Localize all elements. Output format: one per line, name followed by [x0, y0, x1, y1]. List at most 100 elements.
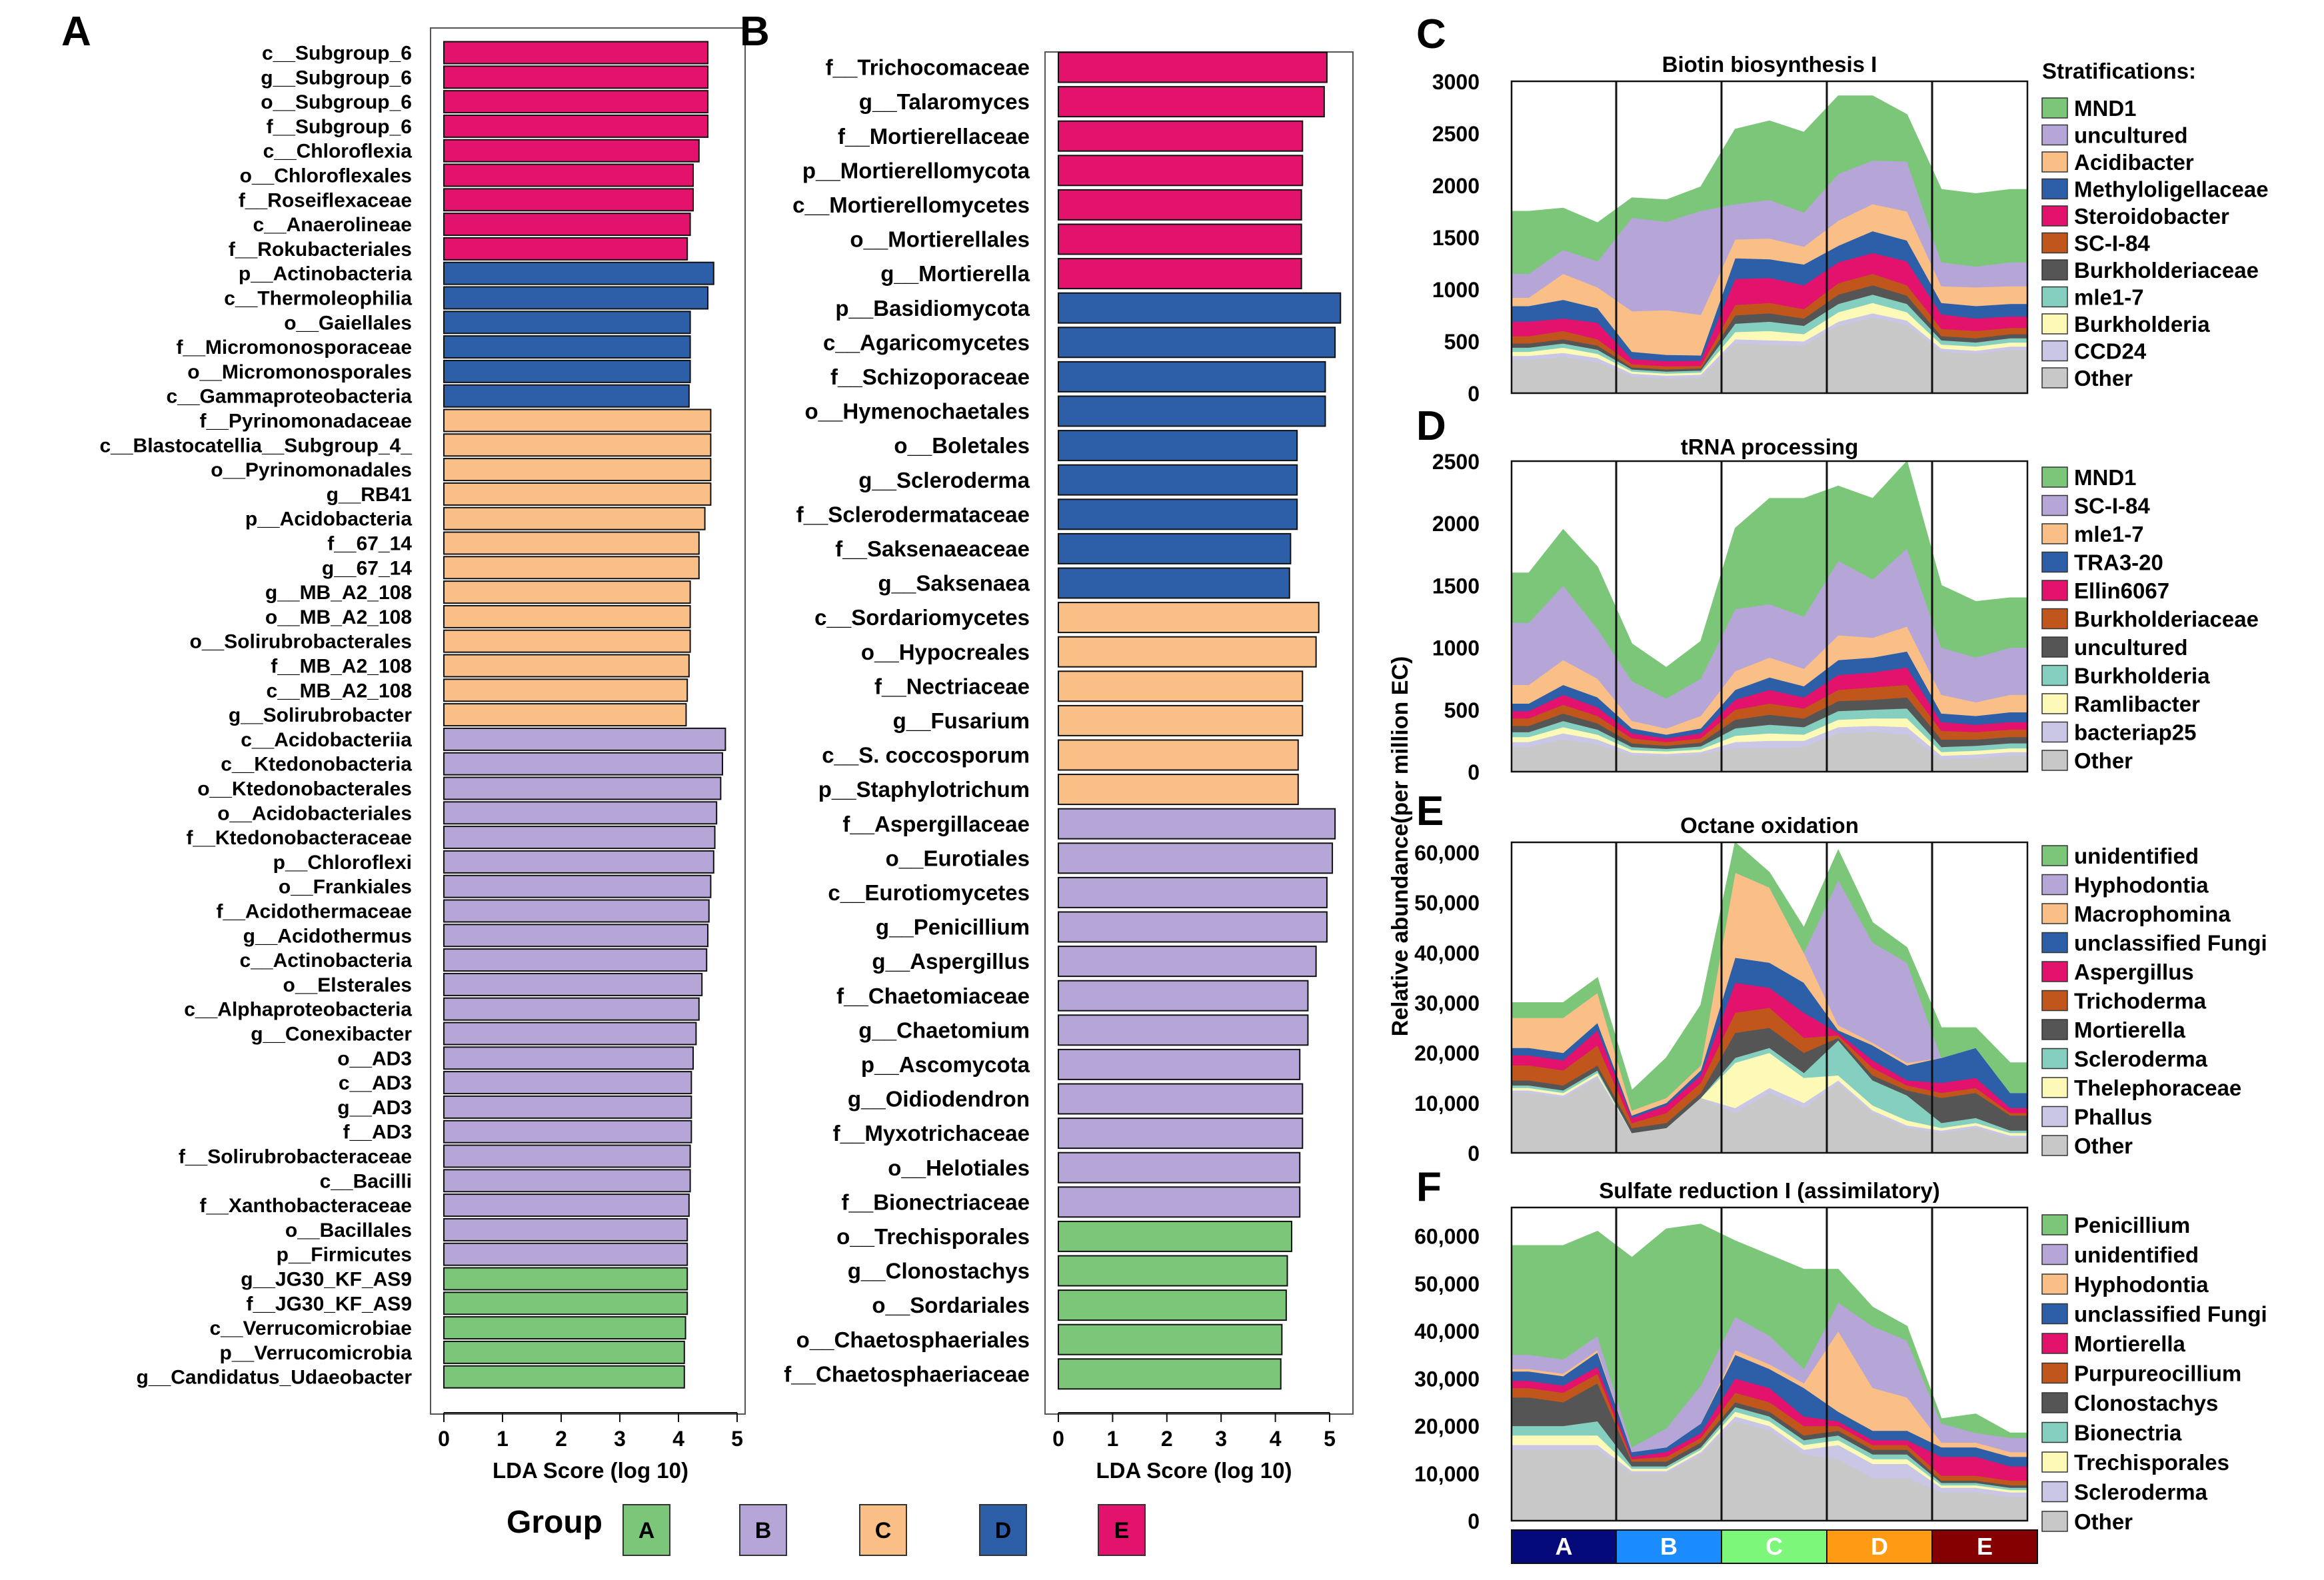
bar-o__Sordariales: [1058, 1289, 1287, 1321]
bar-g__RB41: [443, 482, 712, 506]
category-label: f__Mortierellaceae: [838, 124, 1030, 149]
category-label: p__Ascomycota: [861, 1052, 1030, 1077]
bar-o__Acidobacteriales: [443, 801, 718, 825]
panel-E: E Octane oxidation 0 10,000 20,000 30,000 40,0…: [1414, 788, 2267, 1166]
legend-swatch: [2041, 1048, 2068, 1070]
y-tick-label: 500: [1444, 698, 1480, 722]
bar-o__Elsterales: [443, 972, 703, 996]
y-tick-label: 20,000: [1414, 1042, 1480, 1066]
legend-label: mle1-7: [2074, 522, 2144, 546]
x-tick-label: 0: [438, 1427, 450, 1451]
category-label: o__Elsterales: [283, 974, 412, 996]
category-label: o__Sordariales: [872, 1293, 1030, 1317]
category-label: o__Acidobacteriales: [217, 802, 412, 824]
legend-swatch: [2041, 1135, 2068, 1156]
y-tick-label: 2000: [1432, 174, 1480, 198]
legend-swatch: [2041, 1243, 2068, 1265]
bar-g__Talaromyces: [1058, 86, 1325, 118]
bar-f__JG30_KF_AS9: [443, 1291, 688, 1315]
category-label: c__Acidobacteriia: [241, 729, 412, 751]
legend-swatch: [2041, 97, 2068, 119]
legend-swatch: [2041, 1077, 2068, 1098]
legend-label: SC-I-84: [2074, 494, 2150, 518]
legend-label: Hyphodontia: [2074, 1272, 2209, 1297]
category-label: f__AD3: [343, 1122, 412, 1144]
category-label: f__67_14: [327, 533, 412, 555]
legend-label: uncultured: [2074, 123, 2188, 148]
chart-title: Biotin biosynthesis I: [1662, 52, 1877, 77]
legend-label: mle1-7: [2074, 285, 2144, 310]
bar-p__Actinobacteria: [443, 261, 714, 285]
legend-label: Other: [2074, 1134, 2133, 1158]
category-label: f__Acidothermaceae: [217, 901, 412, 923]
legend-label: Trichoderma: [2074, 989, 2207, 1014]
group-strip-A: [1511, 1529, 1617, 1564]
legend-label: Scleroderma: [2074, 1480, 2208, 1505]
legend-label: Scleroderma: [2074, 1047, 2208, 1072]
legend-swatch: [2041, 286, 2068, 308]
bar-p__Basidiomycota: [1058, 292, 1342, 324]
group-swatch-label: E: [1114, 1518, 1130, 1543]
bar-p__Staphylotrichum: [1058, 774, 1299, 806]
bar-c__Eurotiomycetes: [1058, 876, 1328, 908]
legend-label: unclassified Fungi: [2074, 1302, 2267, 1327]
bar-g__MB_A2_108: [443, 580, 691, 604]
category-label: c__Blastocatellia__Subgroup_4_: [99, 434, 412, 456]
bar-f__Chaetosphaeriaceae: [1058, 1358, 1282, 1390]
bar-f__Chaetomiaceae: [1058, 980, 1309, 1012]
category-label: c__Actinobacteria: [240, 950, 413, 972]
category-label: o__Trechisporales: [836, 1224, 1030, 1249]
legend-swatch: [2041, 1273, 2068, 1295]
legend-swatch: [2041, 1106, 2068, 1128]
legend-label: Methyloligellaceae: [2074, 177, 2269, 202]
plot-frame: [1510, 841, 2029, 1154]
category-label: o__Mortierellales: [850, 227, 1030, 252]
plot-frame: [1510, 1206, 2029, 1522]
legend-swatch: [2041, 523, 2068, 544]
category-label: p__Firmicutes: [277, 1244, 412, 1266]
category-label: p__Mortierellomycota: [802, 158, 1030, 183]
y-axis-label: Relative abundance(per million EC): [1388, 656, 1413, 1037]
legend-swatch: [2041, 750, 2068, 771]
group-swatch-label: D: [995, 1518, 1012, 1543]
y-tick-label: 10,000: [1414, 1462, 1480, 1486]
category-label: o__Eurotiales: [886, 846, 1030, 870]
legend-swatch: [2041, 721, 2068, 743]
bar-o__Solirubrobacterales: [443, 629, 691, 653]
legend-swatch: [2041, 1333, 2068, 1354]
group-strip-label: D: [1871, 1533, 1888, 1560]
y-tick-label: 2500: [1432, 450, 1480, 474]
bar-o__Gaiellales: [443, 311, 691, 335]
panel-letter-B: B: [740, 9, 770, 55]
bar-c__Agaricomycetes: [1058, 327, 1336, 359]
category-label: g__Conexibacter: [251, 1024, 412, 1046]
legend-label: Purpureocillium: [2074, 1361, 2241, 1386]
legend-title: Stratifications:: [2042, 59, 2196, 83]
category-label: c__AD3: [339, 1072, 412, 1094]
bar-o__Mortierellales: [1058, 223, 1302, 255]
category-label: f__Trichocomaceae: [826, 55, 1030, 80]
panel-letter-A: A: [61, 9, 91, 55]
legend-swatch: [2041, 608, 2068, 630]
category-label: p__Basidiomycota: [835, 296, 1030, 321]
legend-swatch: [2041, 205, 2068, 227]
group-swatch-B: [739, 1504, 787, 1556]
legend-label: Hyphodontia: [2074, 873, 2209, 898]
bar-c__Gammaproteobacteria: [443, 384, 690, 408]
bar-o__Hymenochaetales: [1058, 395, 1326, 427]
legend-label: Penicillium: [2074, 1213, 2190, 1237]
category-label: c__Eurotiomycetes: [828, 880, 1030, 905]
legend-label: Ellin6067: [2074, 578, 2169, 603]
legend-label: Bionectria: [2074, 1421, 2182, 1445]
bar-f__Xanthobacteraceae: [443, 1193, 690, 1217]
bar-f__AD3: [443, 1120, 692, 1144]
y-tick-label: 1000: [1432, 636, 1480, 660]
bar-f__67_14: [443, 531, 700, 555]
legend-swatch: [2041, 664, 2068, 686]
legend-swatch: [2041, 580, 2068, 601]
y-tick-label: 0: [1468, 1142, 1480, 1166]
bar-f__Sclerodermataceae: [1058, 498, 1298, 530]
category-label: f__Xanthobacteraceae: [200, 1195, 413, 1217]
bar-g__Penicillium: [1058, 911, 1328, 943]
bar-g__Solirubrobacter: [443, 703, 687, 727]
